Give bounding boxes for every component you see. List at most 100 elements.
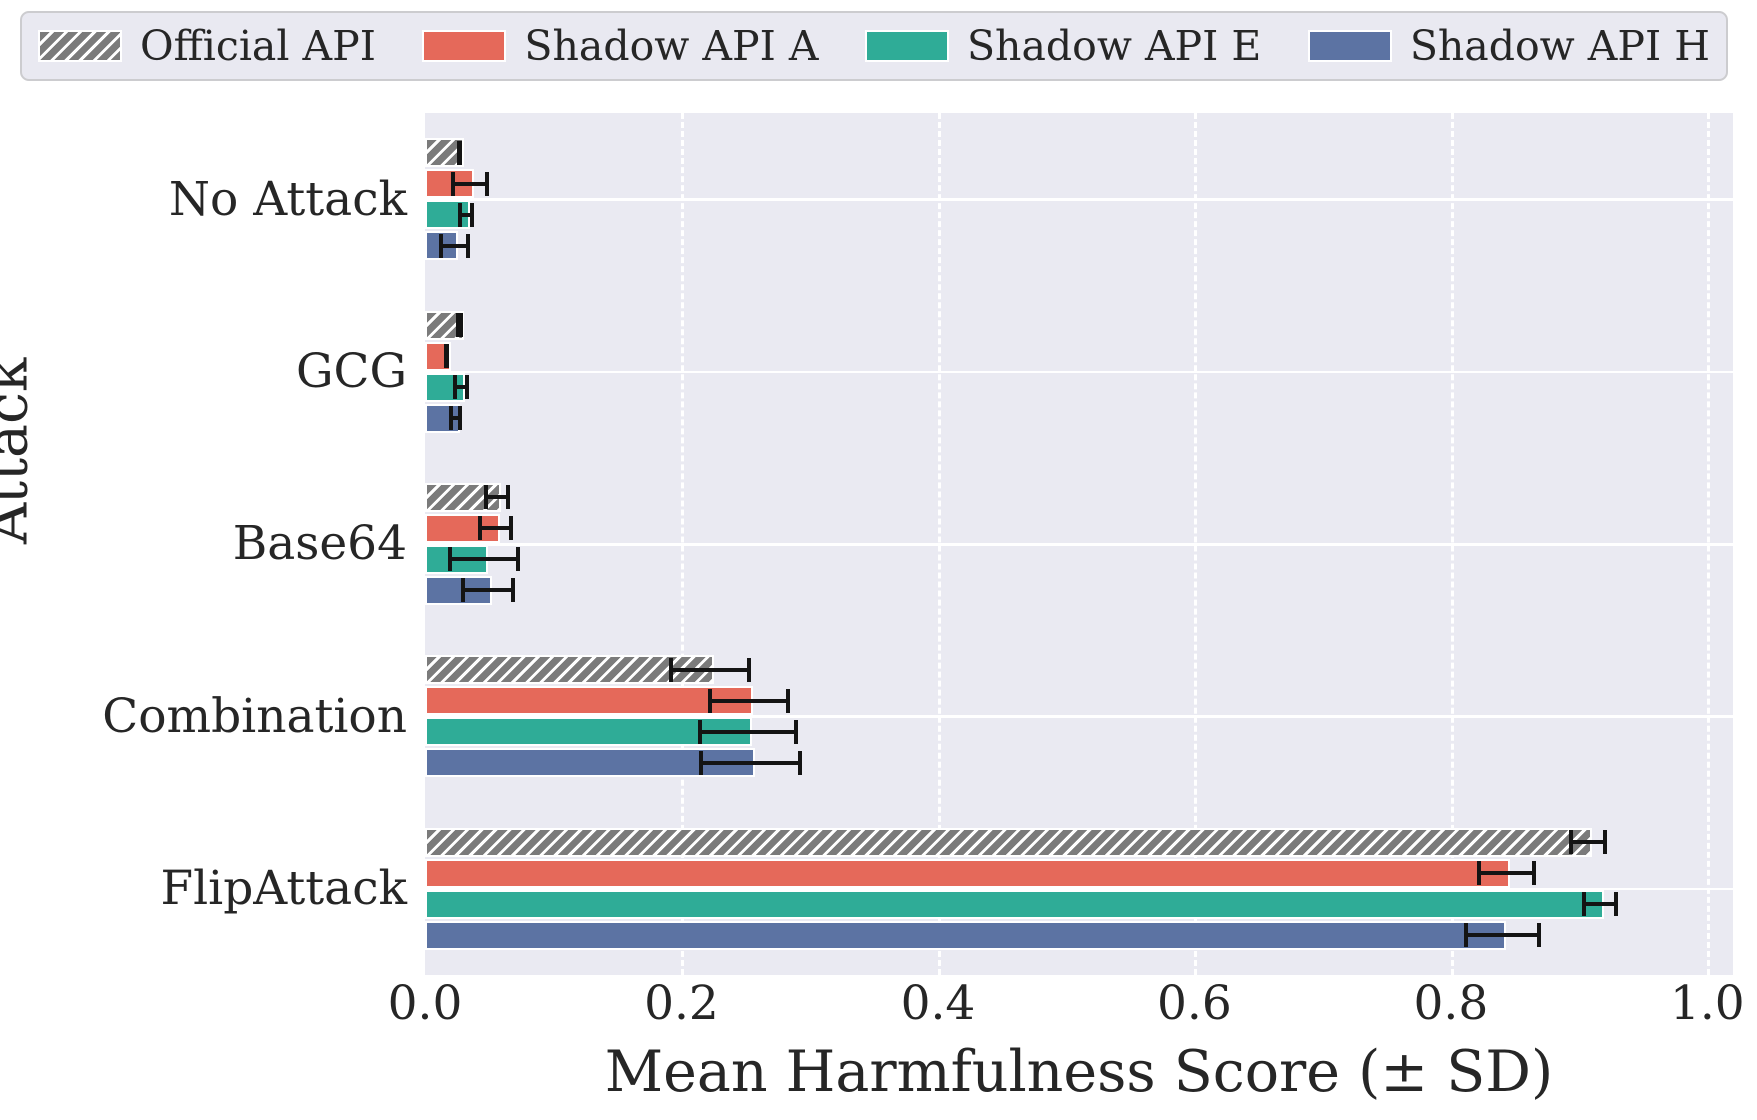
- error-bar-cap-right: [515, 547, 520, 572]
- error-bar: [449, 406, 463, 431]
- x-axis-title: Mean Harmfulness Score (± SD): [604, 1039, 1554, 1105]
- bar-group: [425, 803, 1733, 975]
- error-bar-cap-left: [708, 688, 713, 713]
- error-bar-line: [460, 588, 515, 593]
- error-bar-cap-right: [786, 688, 791, 713]
- x-tick-label: 1.0: [1669, 976, 1745, 1031]
- y-tick-label: Combination: [102, 688, 407, 744]
- error-bar-cap-left: [1463, 923, 1468, 948]
- error-bar-cap-right: [469, 202, 474, 227]
- legend-item: Shadow API E: [864, 21, 1262, 70]
- error-bar: [483, 485, 510, 510]
- error-bar-cap-left: [1581, 892, 1586, 917]
- x-tick-label: 0.6: [1157, 976, 1232, 1031]
- legend-swatch: [1307, 30, 1392, 62]
- legend-swatch: [864, 30, 949, 62]
- error-bar-cap-right: [509, 516, 514, 541]
- gridline-horizontal: [425, 543, 1733, 546]
- error-bar-cap-right: [458, 406, 463, 431]
- bar: [425, 717, 753, 747]
- error-bar-cap-left: [439, 233, 444, 258]
- error-bar-cap-right: [505, 485, 510, 510]
- legend-swatch-hatched: [38, 30, 122, 62]
- error-bar-cap-right: [1613, 892, 1618, 917]
- error-bar: [698, 719, 799, 744]
- error-bar-cap-right: [465, 233, 470, 258]
- legend-label: Shadow API H: [1409, 21, 1710, 70]
- error-bar-cap-left: [448, 547, 453, 572]
- bar-group: [425, 458, 1733, 630]
- x-tick-labels: 0.0 0.2 0.4 0.6 0.8 1.0: [388, 976, 1745, 1036]
- legend-swatch: [422, 30, 507, 62]
- error-bar: [455, 313, 464, 338]
- error-bar: [1463, 923, 1541, 948]
- gridline-horizontal: [425, 198, 1733, 201]
- error-bar-cap-right: [1531, 861, 1536, 886]
- error-bar: [668, 657, 751, 682]
- error-bar-cap-left: [1476, 861, 1481, 886]
- legend-label: Shadow API E: [966, 21, 1262, 70]
- legend-label: Official API: [140, 21, 376, 70]
- error-bar: [457, 140, 463, 165]
- x-tick-label: 0.4: [900, 976, 976, 1031]
- x-tick-label: 0.0: [387, 976, 463, 1031]
- x-tick-label: 0.2: [644, 976, 719, 1031]
- error-bar-cap-left: [455, 313, 460, 338]
- error-bar-cap-left: [1568, 830, 1573, 855]
- gridline-horizontal: [425, 715, 1733, 718]
- bar: [425, 827, 1593, 857]
- error-bar-cap-right: [746, 657, 751, 682]
- plot-area: [425, 113, 1733, 975]
- bar: [425, 858, 1511, 888]
- legend-item: Shadow API H: [1307, 21, 1710, 70]
- y-tick-label: Base64: [232, 516, 407, 572]
- error-bar-cap-right: [464, 375, 469, 400]
- legend: Official API Shadow API A Shadow API E Shad…: [20, 11, 1728, 81]
- error-bar-cap-right: [458, 140, 463, 165]
- error-bar-cap-right: [1536, 923, 1541, 948]
- error-bar-line: [448, 557, 520, 562]
- bar: [425, 920, 1507, 950]
- error-bar: [448, 547, 520, 572]
- error-bar: [439, 233, 470, 258]
- error-bar-cap-right: [459, 313, 464, 338]
- y-tick-label: GCG: [295, 344, 407, 400]
- error-bar-cap-left: [453, 375, 458, 400]
- error-bar-cap-left: [458, 202, 463, 227]
- error-bar-cap-right: [445, 344, 450, 369]
- error-bar: [458, 202, 474, 227]
- error-bar-line: [477, 526, 514, 531]
- error-bar: [477, 516, 514, 541]
- error-bar-cap-right: [1603, 830, 1608, 855]
- error-bar: [460, 578, 515, 603]
- y-tick-label: No Attack: [168, 171, 407, 227]
- bar: [425, 655, 714, 685]
- error-bar-line: [698, 729, 799, 734]
- error-bar: [444, 344, 450, 369]
- error-bar-cap-left: [450, 171, 455, 196]
- error-bar: [1568, 830, 1608, 855]
- error-bar-line: [708, 698, 791, 703]
- error-bar-line: [458, 212, 474, 217]
- error-bar-line: [483, 495, 510, 500]
- x-tick-label: 0.8: [1413, 976, 1489, 1031]
- error-bar: [1581, 892, 1618, 917]
- error-bar: [453, 375, 469, 400]
- error-bar-cap-right: [794, 719, 799, 744]
- gridline-horizontal: [425, 370, 1733, 374]
- error-bar-cap-right: [485, 171, 490, 196]
- error-bar: [708, 688, 791, 713]
- error-bar-line: [1476, 871, 1536, 876]
- error-bar-line: [1568, 840, 1608, 845]
- error-bar-line: [449, 416, 463, 421]
- y-tick-labels: No Attack GCG Base64 Combination FlipAttack: [0, 113, 407, 975]
- error-bar-cap-right: [510, 578, 515, 603]
- error-bar-cap-left: [699, 750, 704, 775]
- error-bar-cap-left: [477, 516, 482, 541]
- y-tick-label: FlipAttack: [160, 861, 407, 917]
- error-bar-line: [668, 667, 751, 672]
- bar-group: [425, 630, 1733, 802]
- error-bar: [450, 171, 490, 196]
- bar: [425, 686, 754, 716]
